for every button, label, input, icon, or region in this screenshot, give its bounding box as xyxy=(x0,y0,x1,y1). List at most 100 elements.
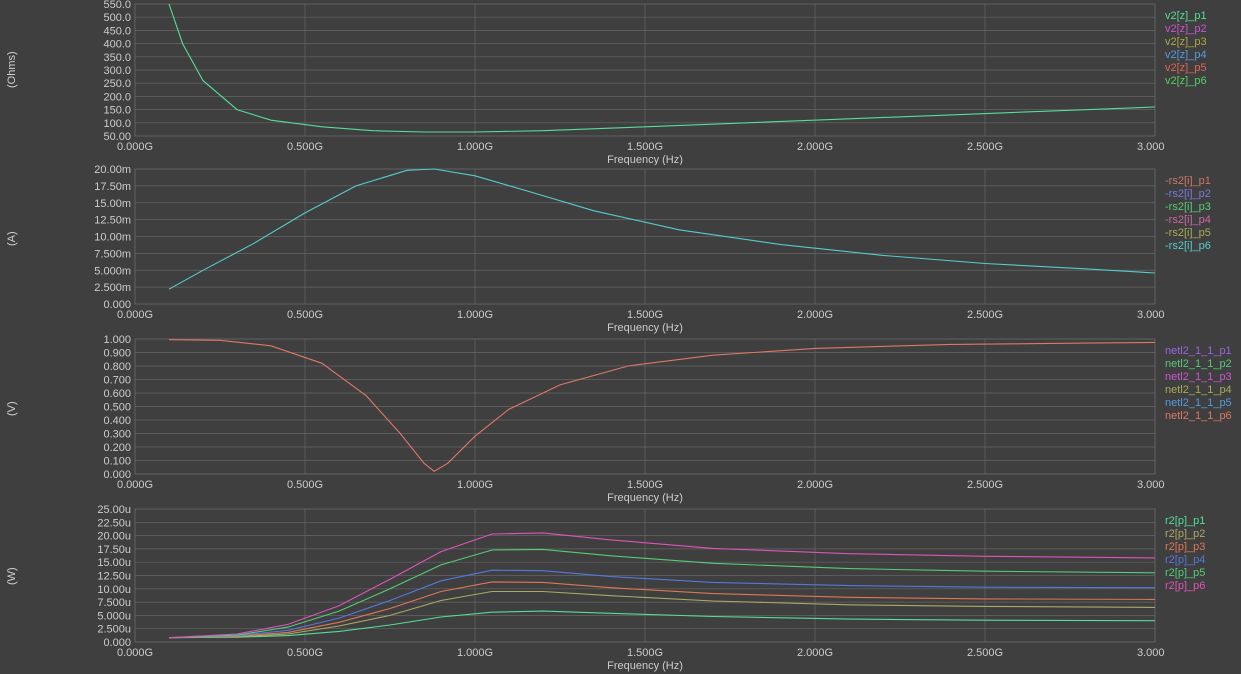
plot-svg[interactable]: 0.0002.500u5.000u7.500u10.00u12.50u15.00… xyxy=(85,505,1165,674)
legend: r2[p]_p1r2[p]_p2r2[p]_p3r2[p]_p4r2[p]_p5… xyxy=(1165,515,1205,593)
y-tick-label: 0.400 xyxy=(103,415,131,427)
y-tick-label: 0.600 xyxy=(103,388,131,400)
y-tick-label: 12.50m xyxy=(94,215,131,227)
y-tick-label: 20.00m xyxy=(94,165,131,176)
legend: v2[z]_p1v2[z]_p2v2[z]_p3v2[z]_p4v2[z]_p5… xyxy=(1165,10,1207,88)
legend-item[interactable]: -rs2[i]_p6 xyxy=(1165,240,1211,253)
chart-panel-p3: (V)0.0000.1000.2000.3000.4000.5000.6000.… xyxy=(0,335,1241,505)
y-axis-label: (V) xyxy=(6,401,18,416)
y-tick-label: 2.500u xyxy=(97,624,131,636)
y-tick-label: 0.200 xyxy=(103,442,131,454)
y-tick-label: 22.50u xyxy=(97,517,131,529)
y-tick-label: 5.000m xyxy=(94,265,131,277)
y-tick-label: 15.00u xyxy=(97,557,131,569)
y-tick-label: 200.0 xyxy=(103,91,131,103)
x-axis-label: Frequency (Hz) xyxy=(607,660,683,672)
legend-item[interactable]: netl2_1_1_p2 xyxy=(1165,358,1232,371)
legend-item[interactable]: v2[z]_p3 xyxy=(1165,36,1207,49)
x-tick-label: 0.500G xyxy=(287,141,323,153)
legend-item[interactable]: -rs2[i]_p1 xyxy=(1165,175,1211,188)
y-tick-label: 7.500u xyxy=(97,597,131,609)
x-tick-label: 1.500G xyxy=(627,309,663,321)
x-axis-label: Frequency (Hz) xyxy=(607,492,683,504)
y-tick-label: 2.500m xyxy=(94,282,131,294)
y-tick-label: 550.0 xyxy=(103,0,131,11)
legend-item[interactable]: v2[z]_p6 xyxy=(1165,75,1207,88)
x-tick-label: 2.500G xyxy=(967,479,1003,491)
y-tick-label: 20.00u xyxy=(97,531,131,543)
legend-item[interactable]: -rs2[i]_p2 xyxy=(1165,188,1211,201)
legend-item[interactable]: -rs2[i]_p5 xyxy=(1165,227,1211,240)
series-line[interactable] xyxy=(169,340,1155,472)
legend-item[interactable]: r2[p]_p5 xyxy=(1165,567,1205,580)
x-tick-label: 2.500G xyxy=(967,647,1003,659)
chart-panel-p2: (A)0.0002.500m5.000m7.500m10.00m12.50m15… xyxy=(0,165,1241,335)
y-tick-label: 500.0 xyxy=(103,12,131,24)
y-tick-label: 0.800 xyxy=(103,361,131,373)
y-tick-label: 5.000u xyxy=(97,610,131,622)
chart-panel-p1: (Ohms)50.00100.0150.0200.0250.0300.0350.… xyxy=(0,0,1241,165)
y-tick-label: 1.000 xyxy=(103,335,131,346)
legend-item[interactable]: -rs2[i]_p3 xyxy=(1165,201,1211,214)
y-tick-label: 12.50u xyxy=(97,571,131,583)
plot-svg[interactable]: 0.0002.500m5.000m7.500m10.00m12.50m15.00… xyxy=(85,165,1165,335)
y-tick-label: 0.700 xyxy=(103,375,131,387)
x-tick-label: 1.000G xyxy=(457,141,493,153)
y-tick-label: 0.300 xyxy=(103,429,131,441)
y-tick-label: 15.00m xyxy=(94,198,131,210)
plot-svg[interactable]: 50.00100.0150.0200.0250.0300.0350.0400.0… xyxy=(85,0,1165,165)
x-tick-label: 3.000G xyxy=(1137,141,1165,153)
chart-container: { "background_color": "#3f3f3f", "grid_c… xyxy=(0,0,1241,674)
series-line[interactable] xyxy=(169,570,1155,638)
y-tick-label: 300.0 xyxy=(103,65,131,77)
x-tick-label: 1.000G xyxy=(457,479,493,491)
x-tick-label: 1.000G xyxy=(457,647,493,659)
legend-item[interactable]: netl2_1_1_p5 xyxy=(1165,397,1232,410)
series-line[interactable] xyxy=(169,549,1155,637)
y-tick-label: 17.50u xyxy=(97,544,131,556)
x-tick-label: 2.000G xyxy=(797,647,833,659)
legend-item[interactable]: netl2_1_1_p6 xyxy=(1165,410,1232,423)
legend-item[interactable]: -rs2[i]_p4 xyxy=(1165,214,1211,227)
x-tick-label: 0.000G xyxy=(117,479,153,491)
legend: -rs2[i]_p1-rs2[i]_p2-rs2[i]_p3-rs2[i]_p4… xyxy=(1165,175,1211,253)
legend-item[interactable]: r2[p]_p6 xyxy=(1165,580,1205,593)
y-tick-label: 150.0 xyxy=(103,105,131,117)
legend-item[interactable]: netl2_1_1_p4 xyxy=(1165,384,1232,397)
legend-item[interactable]: v2[z]_p2 xyxy=(1165,23,1207,36)
x-tick-label: 2.500G xyxy=(967,141,1003,153)
legend-item[interactable]: r2[p]_p4 xyxy=(1165,554,1205,567)
y-tick-label: 0.900 xyxy=(103,348,131,360)
y-tick-label: 0.500 xyxy=(103,402,131,414)
legend-item[interactable]: r2[p]_p2 xyxy=(1165,528,1205,541)
x-tick-label: 0.000G xyxy=(117,647,153,659)
y-tick-label: 17.50m xyxy=(94,181,131,193)
series-line[interactable] xyxy=(169,4,1155,132)
legend-item[interactable]: r2[p]_p1 xyxy=(1165,515,1205,528)
x-tick-label: 0.500G xyxy=(287,647,323,659)
legend-item[interactable]: v2[z]_p4 xyxy=(1165,49,1207,62)
y-tick-label: 25.00u xyxy=(97,505,131,516)
x-tick-label: 0.000G xyxy=(117,309,153,321)
legend-item[interactable]: netl2_1_1_p3 xyxy=(1165,371,1232,384)
x-tick-label: 3.000G xyxy=(1137,647,1165,659)
y-tick-label: 100.0 xyxy=(103,118,131,130)
legend-item[interactable]: netl2_1_1_p1 xyxy=(1165,345,1232,358)
x-tick-label: 2.500G xyxy=(967,309,1003,321)
x-tick-label: 1.500G xyxy=(627,647,663,659)
y-tick-label: 350.0 xyxy=(103,52,131,64)
y-tick-label: 10.00u xyxy=(97,584,131,596)
legend-item[interactable]: v2[z]_p1 xyxy=(1165,10,1207,23)
legend-item[interactable]: v2[z]_p5 xyxy=(1165,62,1207,75)
x-axis-label: Frequency (Hz) xyxy=(607,322,683,334)
x-tick-label: 2.000G xyxy=(797,309,833,321)
y-tick-label: 450.0 xyxy=(103,25,131,37)
x-tick-label: 1.500G xyxy=(627,479,663,491)
series-line[interactable] xyxy=(169,169,1155,289)
x-tick-label: 0.500G xyxy=(287,309,323,321)
plot-svg[interactable]: 0.0000.1000.2000.3000.4000.5000.6000.700… xyxy=(85,335,1165,505)
legend-item[interactable]: r2[p]_p3 xyxy=(1165,541,1205,554)
y-axis-label: (Ohms) xyxy=(6,51,18,88)
x-tick-label: 0.500G xyxy=(287,479,323,491)
x-tick-label: 3.000G xyxy=(1137,479,1165,491)
